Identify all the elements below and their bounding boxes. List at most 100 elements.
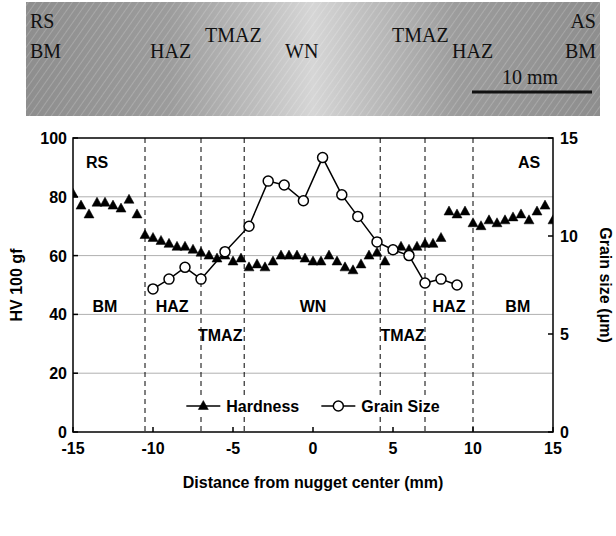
y2-tick: [548, 137, 553, 139]
data-point: [548, 215, 553, 224]
zone-boundary: [201, 138, 202, 432]
macrograph-label: TMAZ: [205, 24, 262, 46]
zone-label: BM: [93, 298, 118, 315]
data-point: [268, 256, 278, 265]
y-tick: [73, 372, 78, 374]
x-tick-label: -10: [141, 440, 164, 457]
plot-frame: [73, 138, 553, 432]
data-point: [372, 247, 382, 256]
zone-label: HAZ: [433, 298, 466, 315]
data-point: [132, 209, 142, 218]
zone-boundary: [145, 138, 146, 432]
data-point: [164, 274, 174, 284]
y2-tick-label: 15: [560, 130, 578, 147]
data-point: [292, 250, 302, 259]
data-point: [337, 190, 347, 200]
macrograph-label: TMAZ: [392, 24, 449, 46]
legend-item: Hardness: [186, 398, 299, 415]
data-point: [196, 247, 206, 256]
legend-marker: [198, 401, 208, 410]
zone-label: AS: [518, 154, 541, 171]
x-tick: [232, 427, 234, 432]
zone-label: BM: [505, 298, 530, 315]
data-point: [244, 262, 254, 271]
data-point: [444, 206, 454, 215]
legend: HardnessGrain Size: [180, 395, 445, 417]
data-point: [372, 237, 382, 247]
data-point: [100, 197, 110, 206]
x-tick-label: -5: [226, 440, 240, 457]
data-point: [524, 215, 534, 224]
y-axis-title: HV 100 gf: [8, 248, 25, 322]
zone-label: TMAZ: [198, 327, 243, 344]
macrograph-label: RS: [30, 10, 54, 32]
macrograph-image: [26, 2, 600, 116]
series-line: [153, 158, 457, 289]
data-point: [412, 241, 422, 250]
y-tick: [73, 431, 78, 433]
data-point: [76, 200, 86, 209]
legend-marker: [333, 401, 343, 411]
scale-bar: [472, 91, 592, 94]
data-point: [148, 284, 158, 294]
data-point: [156, 235, 166, 244]
x-tick: [472, 427, 474, 432]
data-point: [324, 250, 334, 259]
data-point: [298, 196, 308, 206]
y2-tick: [548, 333, 553, 335]
y2-tick: [548, 235, 553, 237]
zone-boundary: [380, 138, 381, 432]
data-point: [116, 203, 126, 212]
data-point: [164, 238, 174, 247]
data-point: [140, 230, 150, 239]
y2-tick: [548, 431, 553, 433]
data-point: [500, 215, 510, 224]
data-point: [436, 232, 446, 241]
zone-boundary: [244, 138, 245, 432]
x-tick: [312, 427, 314, 432]
data-point: [316, 256, 326, 265]
data-point: [492, 218, 502, 227]
chart: -15-10-5051015020406080100051015Distance…: [8, 130, 614, 491]
data-point: [124, 194, 134, 203]
data-point: [460, 206, 470, 215]
data-point: [244, 221, 254, 231]
data-point: [468, 218, 478, 227]
y-tick-label: 20: [49, 365, 67, 382]
y-tick-label: 0: [58, 424, 67, 441]
zone-label: RS: [86, 154, 109, 171]
data-point: [540, 200, 550, 209]
y-tick: [73, 137, 78, 139]
y2-tick-label: 0: [560, 424, 569, 441]
data-point: [108, 200, 118, 209]
data-point: [388, 245, 398, 255]
chart-root: RSBMHAZTMAZWNTMAZHAZASBM10 mm-15-10-5051…: [0, 0, 616, 536]
x-tick-label: 0: [309, 440, 318, 457]
y-tick-label: 60: [49, 248, 67, 265]
y2-axis-title: Grain size (μm): [597, 227, 614, 343]
data-point: [204, 250, 214, 259]
data-point: [356, 259, 366, 268]
data-point: [260, 262, 270, 271]
legend-label: Hardness: [226, 398, 299, 415]
x-tick: [392, 427, 394, 432]
legend-background: [180, 395, 445, 417]
data-point: [300, 253, 310, 262]
macrograph: RSBMHAZTMAZWNTMAZHAZASBM10 mm: [26, 2, 600, 116]
data-point: [452, 209, 462, 218]
y2-tick-label: 5: [560, 326, 569, 343]
data-point: [236, 253, 246, 262]
data-point: [180, 241, 190, 250]
data-point: [318, 153, 328, 163]
data-point: [332, 256, 342, 265]
data-point: [263, 176, 273, 186]
data-point: [516, 209, 526, 218]
data-point: [340, 262, 350, 271]
plot-background: [73, 138, 553, 432]
data-point: [452, 280, 462, 290]
zone-label: HAZ: [156, 298, 189, 315]
data-point: [436, 274, 446, 284]
x-tick: [152, 427, 154, 432]
macrograph-label: BM: [30, 40, 61, 62]
macrograph-label: HAZ: [452, 40, 493, 62]
